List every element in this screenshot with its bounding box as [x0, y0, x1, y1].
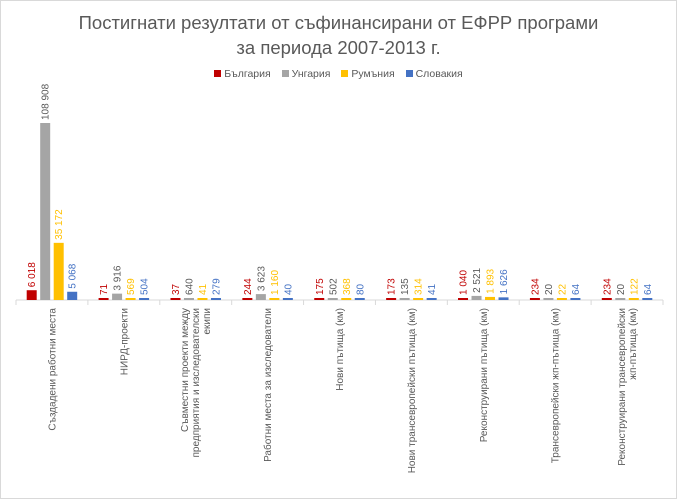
- bar: [242, 298, 253, 300]
- bar: [570, 298, 581, 300]
- bar: [282, 298, 293, 300]
- data-label: 3 916: [113, 265, 124, 290]
- bar: [426, 298, 437, 300]
- legend-swatch: [405, 70, 413, 77]
- bar: [53, 242, 64, 300]
- bar: [255, 294, 266, 300]
- data-label: 173: [387, 278, 398, 295]
- bar: [543, 298, 554, 300]
- data-label: 569: [126, 278, 137, 295]
- data-label: 234: [530, 278, 541, 295]
- bar: [98, 298, 109, 300]
- legend-item-bulgaria: България: [214, 68, 271, 80]
- category-label: Нови пътища (км): [335, 308, 346, 391]
- bar: [341, 298, 352, 300]
- data-label: 20: [616, 283, 627, 295]
- data-label: 244: [243, 278, 254, 295]
- data-label: 80: [355, 283, 366, 295]
- legend-item-hungary: Унгария: [281, 68, 331, 80]
- bar: [498, 297, 509, 300]
- data-label: 234: [602, 278, 613, 295]
- data-label: 3 623: [256, 266, 267, 291]
- bar: [399, 298, 410, 300]
- data-label: 35 172: [54, 209, 65, 240]
- bar: [40, 123, 51, 300]
- category-label: НИРД-проекти: [119, 308, 130, 375]
- bar: [458, 298, 469, 300]
- bar: [67, 291, 78, 300]
- bar: [485, 296, 496, 300]
- legend-item-romania: Румъния: [341, 68, 395, 80]
- data-label: 279: [211, 278, 222, 295]
- data-label: 71: [99, 283, 110, 295]
- data-label: 175: [315, 278, 326, 295]
- bar: [615, 298, 626, 300]
- bar: [26, 290, 37, 300]
- data-label: 20: [544, 283, 555, 295]
- data-label: 502: [328, 278, 339, 295]
- bar: [327, 298, 338, 300]
- bar: [112, 293, 123, 300]
- legend-label: Унгария: [291, 68, 331, 80]
- category-label: Трансевропейски жп-пътища (км): [551, 308, 562, 463]
- data-label: 1 893: [486, 268, 497, 293]
- data-label: 41: [198, 283, 209, 295]
- bar: [183, 298, 194, 300]
- data-label: 41: [427, 283, 438, 295]
- bar: [529, 298, 540, 300]
- bar: [556, 298, 567, 300]
- data-label: 504: [140, 278, 151, 295]
- data-label: 108 908: [41, 83, 52, 120]
- bar: [354, 298, 365, 300]
- legend-swatch: [341, 70, 349, 77]
- chart-title: Постигнати резултати от съфинансирани от…: [0, 10, 677, 60]
- bar: [269, 298, 280, 300]
- data-label: 122: [629, 278, 640, 295]
- data-label: 6 018: [27, 262, 38, 287]
- legend-label: Словакия: [415, 68, 463, 80]
- data-label: 1 626: [499, 269, 510, 294]
- bar: [386, 298, 397, 300]
- legend-label: Румъния: [351, 68, 395, 80]
- bar: [125, 298, 136, 300]
- category-label: Реконструирани трансевропейскижп-пътища …: [617, 308, 639, 466]
- bar: [314, 298, 325, 300]
- chart-legend: България Унгария Румъния Словакия: [0, 68, 677, 80]
- data-label: 1 040: [459, 270, 470, 295]
- legend-swatch: [281, 70, 289, 77]
- chart-title-line-2: за периода 2007-2013 г.: [236, 37, 441, 58]
- bar: [170, 298, 181, 300]
- data-label: 64: [571, 283, 582, 295]
- data-label: 640: [184, 278, 195, 295]
- bar: [210, 298, 221, 300]
- data-label: 22: [557, 283, 568, 295]
- legend-swatch: [214, 70, 222, 77]
- bar: [413, 298, 424, 300]
- bar: [601, 298, 612, 300]
- data-label: 2 521: [472, 267, 483, 292]
- bar: [642, 298, 653, 300]
- data-label: 368: [342, 278, 353, 295]
- data-label: 64: [643, 283, 654, 295]
- bar: [139, 298, 150, 300]
- chart-title-line-1: Постигнати резултати от съфинансирани от…: [78, 12, 599, 33]
- data-label: 314: [414, 278, 425, 295]
- bar: [628, 298, 639, 300]
- data-label: 40: [283, 283, 294, 295]
- category-label: Нови трансевропейски пътища (км): [407, 308, 418, 473]
- bar: [197, 298, 208, 300]
- legend-label: България: [224, 68, 271, 80]
- category-label: Работни места за изследователи: [262, 308, 274, 462]
- category-label: Реконструирани пътища (км): [479, 308, 490, 442]
- data-label: 1 160: [270, 270, 281, 295]
- data-label: 5 068: [68, 263, 79, 288]
- data-label: 37: [171, 283, 182, 295]
- data-label: 135: [400, 278, 411, 295]
- legend-item-slovakia: Словакия: [405, 68, 463, 80]
- category-label: Създадени работни места: [46, 308, 58, 431]
- bar: [471, 295, 482, 300]
- category-label: Съвместни проекти междупредприятия и изс…: [180, 308, 213, 458]
